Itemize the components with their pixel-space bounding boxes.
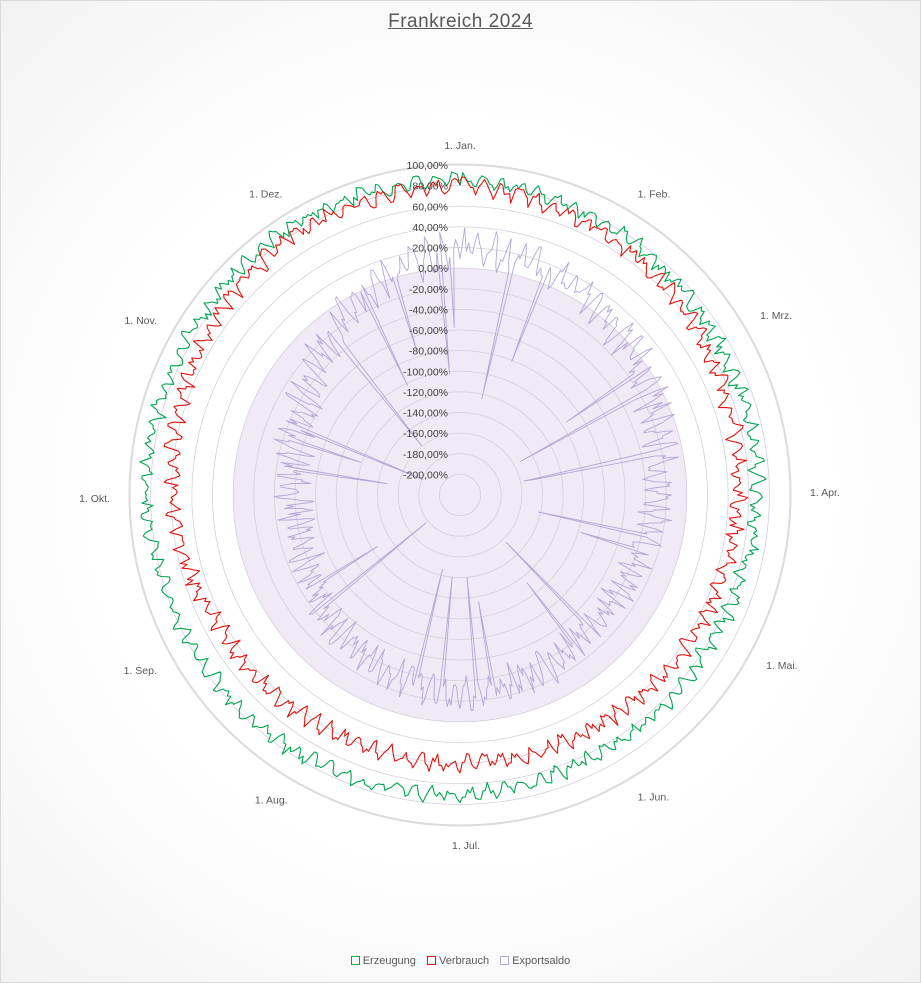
category-label: 1. Aug.: [255, 795, 288, 807]
category-label: 1. Jun.: [638, 792, 670, 804]
grid-ring-8: [294, 329, 626, 661]
r-tick-label: -40,00%: [409, 304, 448, 316]
grid-rings: [128, 163, 792, 827]
series-group: [139, 171, 767, 804]
legend-swatch-verbrauch: [426, 956, 436, 965]
grid-ring-5: [232, 267, 688, 723]
legend-label-verbrauch: Verbrauch: [438, 955, 490, 967]
r-tick-label: -200,00%: [403, 469, 448, 481]
grid-ring-4: [212, 247, 708, 743]
r-tick-label: 80,00%: [412, 181, 448, 193]
r-tick-label: -80,00%: [409, 346, 448, 358]
r-tick-label: -160,00%: [403, 428, 448, 440]
category-labels: 1. Jan. 1. Feb. 1. Mrz. 1. Apr. 1. Mai. 1. Ju…: [79, 140, 840, 852]
legend-label-exportsaldo: Exportsaldo: [512, 955, 571, 967]
category-label: 1. Dez.: [249, 188, 282, 200]
grid-ring-7: [273, 308, 647, 682]
r-tick-label: 40,00%: [412, 222, 448, 234]
category-label: 1. Nov.: [124, 315, 156, 327]
legend-label-erzeugung: Erzeugung: [362, 955, 416, 967]
r-tick-label: -140,00%: [403, 408, 448, 420]
r-tick-label: 60,00%: [412, 201, 448, 213]
grid-ring-1: [150, 185, 770, 805]
series-line-exportsaldo: [273, 227, 680, 712]
grid-ring-2: [170, 205, 750, 785]
grid-ring-15: [438, 473, 482, 517]
max-ring: [128, 163, 792, 827]
legend-item-exportsaldo[interactable]: Exportsaldo: [500, 955, 570, 967]
legend-swatch-erzeugung: [350, 956, 360, 965]
category-label: 1. Jul.: [452, 840, 480, 852]
legend-item-verbrauch[interactable]: Verbrauch: [426, 955, 490, 967]
series-line-erzeugung: [139, 171, 767, 804]
r-tick-label: -120,00%: [403, 387, 448, 399]
r-tick-label: 20,00%: [412, 243, 448, 255]
legend-item-erzeugung[interactable]: Erzeugung: [350, 955, 416, 967]
category-label: 1. Jan.: [444, 140, 476, 152]
grid-ring-3: [191, 226, 729, 764]
series-line-verbrauch: [163, 176, 749, 774]
category-label: 1. Sep.: [124, 665, 157, 677]
grid-ring-9: [315, 350, 605, 640]
chart-title: Frankreich 2024: [388, 11, 533, 32]
grid-ring-6: [253, 288, 667, 702]
r-tick-label: 100,00%: [407, 160, 448, 172]
export-fill-disc: [233, 268, 687, 722]
r-tick-label: -60,00%: [409, 325, 448, 337]
r-tick-label: -100,00%: [403, 366, 448, 378]
axis-tick-labels: 100,00% 80,00% 60,00% 40,00% 20,00% 0,00% -20,…: [403, 160, 448, 481]
category-label: 1. Mrz.: [760, 310, 792, 322]
grid-ring-10: [335, 370, 585, 620]
grid-ring-11: [356, 391, 564, 599]
r-tick-label: 0,00%: [418, 263, 448, 275]
grid-ring-12: [377, 412, 543, 578]
category-label: 1. Mai.: [766, 660, 798, 672]
legend-swatch-exportsaldo: [500, 956, 510, 965]
category-label: 1. Okt.: [79, 493, 110, 505]
grid-ring-14: [418, 453, 502, 537]
category-label: 1. Feb.: [638, 188, 671, 200]
category-label: 1. Apr.: [810, 487, 840, 499]
r-tick-label: -180,00%: [403, 449, 448, 461]
r-tick-label: -20,00%: [409, 284, 448, 296]
legend: Erzeugung Verbrauch Exportsaldo: [0, 955, 921, 967]
grid-ring-13: [397, 432, 523, 558]
